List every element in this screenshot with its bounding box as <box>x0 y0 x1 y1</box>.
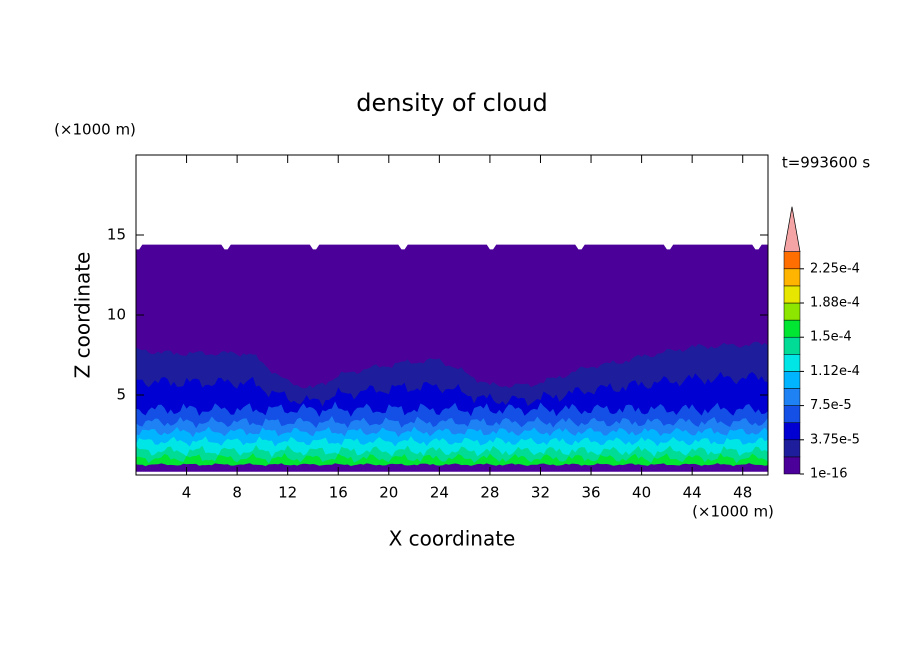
colorbar-band <box>783 422 801 441</box>
x-tick-label: 32 <box>531 484 550 502</box>
colorbar-extend <box>783 206 801 253</box>
x-tick-label: 8 <box>232 484 242 502</box>
colorbar-band <box>783 285 801 304</box>
chart-title: density of cloud <box>356 89 547 117</box>
y-axis-label: Z coordinate <box>71 252 95 379</box>
y-tick-label: 15 <box>107 226 126 244</box>
x-unit: (×1000 m) <box>692 503 774 521</box>
time-label: t=993600 s <box>782 154 870 172</box>
y-tick-label: 5 <box>116 386 126 404</box>
colorbar-band <box>783 456 801 475</box>
x-tick-label: 16 <box>329 484 348 502</box>
contour-region <box>136 463 768 472</box>
colorbar-tick-label: 7.5e-5 <box>810 398 852 413</box>
x-tick-label: 20 <box>379 484 398 502</box>
x-tick-label: 40 <box>632 484 651 502</box>
y-unit: (×1000 m) <box>54 121 136 139</box>
x-tick-label: 36 <box>581 484 600 502</box>
colorbar-tick-label: 3.75e-5 <box>810 432 860 447</box>
colorbar-tick-label: 1.5e-4 <box>810 330 852 345</box>
colorbar-band <box>783 251 801 270</box>
colorbar-tick-label: 1.12e-4 <box>810 364 860 379</box>
x-tick-label: 28 <box>480 484 499 502</box>
y-tick-label: 10 <box>107 306 126 324</box>
colorbar-band <box>783 354 801 372</box>
colorbar-band <box>783 439 801 458</box>
colorbar-band <box>783 405 801 423</box>
x-tick-label: 24 <box>430 484 449 502</box>
colorbar-band <box>783 371 801 389</box>
colorbar-tick-label: 1e-16 <box>810 467 848 482</box>
x-tick-label: 48 <box>733 484 752 502</box>
x-tick-label: 4 <box>182 484 192 502</box>
colorbar-band <box>783 336 801 355</box>
x-tick-label: 12 <box>278 484 297 502</box>
colorbar-tick-label: 1.88e-4 <box>810 296 860 311</box>
colorbar-band <box>783 319 801 338</box>
colorbar-band <box>783 268 801 287</box>
colorbar-band <box>783 388 801 406</box>
colorbar-tick-label: 2.25e-4 <box>810 261 860 276</box>
x-tick-label: 44 <box>683 484 702 502</box>
colorbar-band <box>783 302 801 321</box>
x-axis-label: X coordinate <box>389 527 516 551</box>
